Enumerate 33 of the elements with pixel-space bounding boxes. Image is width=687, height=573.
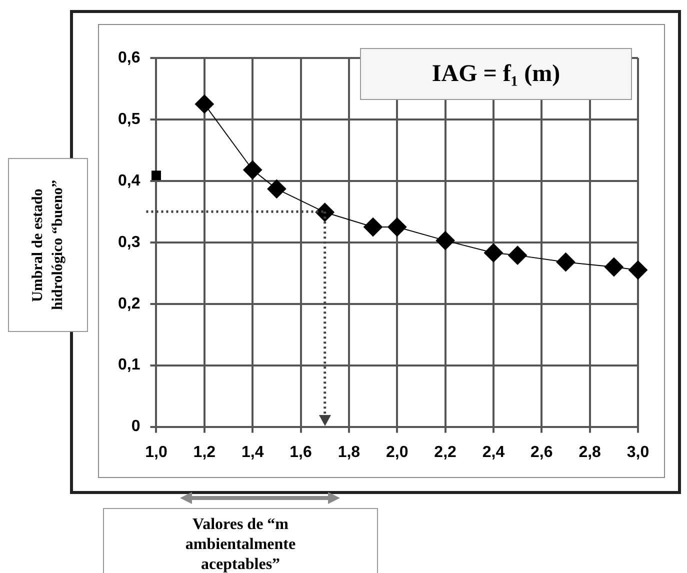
x-tick-label: 1,2: [193, 444, 216, 461]
y-tick-label: 0,5: [118, 110, 140, 128]
x-tick-label: 1,4: [241, 444, 264, 461]
x-tick-label: 2,4: [482, 444, 505, 461]
point: [152, 170, 161, 180]
x-tick-label: 3,0: [626, 444, 650, 461]
y-tick-label: 0: [131, 418, 140, 436]
x-tick-label: 2,8: [578, 444, 602, 461]
point: [267, 179, 286, 198]
point: [194, 94, 214, 114]
x-tick-label: 1,0: [145, 444, 168, 461]
point: [628, 260, 648, 280]
point: [556, 252, 576, 272]
point: [436, 231, 455, 250]
x-tick-label: 2,0: [386, 444, 408, 461]
x-tick-label: 1,8: [338, 444, 360, 461]
point: [604, 257, 624, 276]
y-tick-label: 0,1: [118, 356, 140, 374]
title-box: IAG = f₁ (m): [360, 48, 632, 100]
y-tick-label: 0,6: [118, 49, 140, 66]
x-tick-label: 2,6: [530, 444, 553, 461]
point: [484, 243, 503, 262]
x-tick-label: 2,2: [434, 444, 457, 461]
y-tick-label: 0,3: [118, 234, 140, 251]
point: [508, 246, 528, 265]
point: [243, 160, 262, 180]
text: Valores de “m ambientalmente aceptables”: [184, 515, 297, 573]
point: [388, 218, 407, 237]
y-tick-label: 0,2: [118, 295, 140, 312]
text: Umbral de estado hidrológico “bueno”: [29, 178, 67, 312]
y-tick-label: 0,4: [118, 172, 140, 190]
x-tick-label: 1,6: [290, 444, 312, 461]
point: [364, 218, 383, 237]
